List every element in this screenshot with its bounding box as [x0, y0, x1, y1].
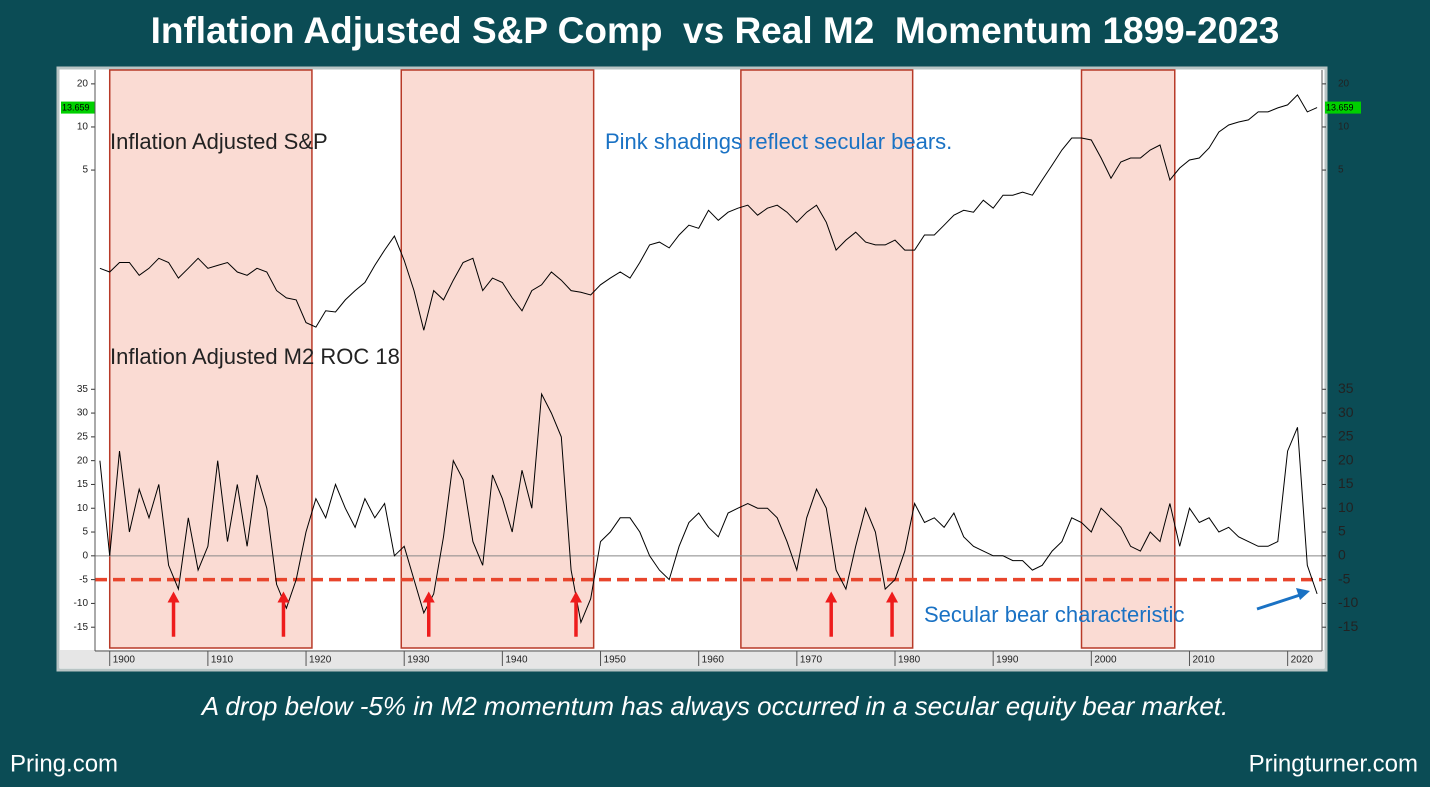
y-tick-label: 10	[77, 503, 89, 514]
x-tick-label: 1990	[996, 655, 1019, 666]
y-tick-label: 5	[82, 527, 88, 538]
y-tick-label: 35	[77, 384, 89, 395]
shaded-range	[108, 69, 313, 649]
x-tick-label: 1980	[898, 655, 921, 666]
y-tick-label: 0	[82, 550, 88, 561]
y-tick-label: 15	[1338, 475, 1354, 491]
x-tick-label: 2000	[1094, 655, 1117, 666]
last-value-box	[61, 101, 95, 114]
x-tick-label: 1920	[309, 655, 332, 666]
x-tick-label: 1910	[211, 655, 234, 666]
y-tick-label: 20	[77, 455, 89, 466]
y-tick-label: 10	[1338, 122, 1350, 133]
y-tick-label: 5	[82, 165, 88, 176]
annotation: Pink shadings reflect secular bears.	[605, 129, 952, 154]
y-tick-label: 0	[1338, 547, 1346, 563]
shaded-range	[400, 69, 595, 649]
footer-right: Pringturner.com	[1249, 750, 1418, 777]
annotation-arrow	[1256, 593, 1301, 611]
x-tick-label: 1970	[800, 655, 823, 666]
y-tick-label: 20	[77, 79, 89, 90]
y-tick-label: 20	[1338, 79, 1350, 90]
arrow-head	[422, 591, 435, 603]
slide-title: Inflation Adjusted S&P Comp vs Real M2 M…	[151, 10, 1280, 51]
annotation: Secular bear characteristic	[924, 602, 1184, 627]
y-tick-label: -5	[1338, 570, 1351, 586]
last-value-label: 13.659	[62, 102, 90, 112]
series-line	[99, 392, 1318, 625]
arrow-head	[277, 591, 290, 603]
x-tick-label: 1960	[702, 655, 725, 666]
y-tick-label: -15	[74, 622, 89, 633]
shaded-range	[740, 69, 914, 649]
series-line	[99, 94, 1318, 331]
x-tick-label: 2020	[1291, 655, 1314, 666]
y-tick-label: 10	[1338, 499, 1354, 515]
y-tick-label: 20	[1338, 451, 1354, 467]
x-axis-strip	[60, 650, 1324, 668]
panel-label: Inflation Adjusted M2 ROC 18	[110, 344, 400, 369]
shaded-range	[1080, 69, 1176, 649]
x-tick-label: 1930	[407, 655, 430, 666]
subtitle: A drop below -5% in M2 momentum has alwa…	[200, 691, 1229, 721]
y-tick-label: -10	[1338, 594, 1358, 610]
y-tick-label: 5	[1338, 523, 1346, 539]
footer-left: Pring.com	[10, 750, 118, 777]
arrow-head	[886, 591, 899, 603]
x-tick-label: 1900	[113, 655, 136, 666]
arrow-head	[167, 591, 180, 603]
panel-label: Inflation Adjusted S&P	[110, 129, 328, 154]
x-tick-label: 1940	[505, 655, 528, 666]
y-tick-label: 25	[77, 432, 89, 443]
y-tick-label: 30	[77, 408, 89, 419]
y-tick-label: 25	[1338, 428, 1354, 444]
y-tick-label: 15	[77, 479, 89, 490]
arrow-head	[825, 591, 838, 603]
last-value-label: 13.659	[1326, 102, 1354, 112]
x-tick-label: 1950	[604, 655, 627, 666]
last-value-box	[1325, 101, 1361, 114]
y-tick-label: -15	[1338, 618, 1358, 634]
y-tick-label: 5	[1338, 165, 1344, 176]
y-tick-label: 35	[1338, 380, 1354, 396]
arrow-head	[569, 591, 582, 603]
y-tick-label: -5	[79, 574, 88, 585]
x-tick-label: 2010	[1192, 655, 1215, 666]
y-tick-label: -10	[74, 598, 89, 609]
y-tick-label: 30	[1338, 404, 1354, 420]
annotation-arrow-head	[1296, 588, 1310, 600]
y-tick-label: 10	[77, 122, 89, 133]
